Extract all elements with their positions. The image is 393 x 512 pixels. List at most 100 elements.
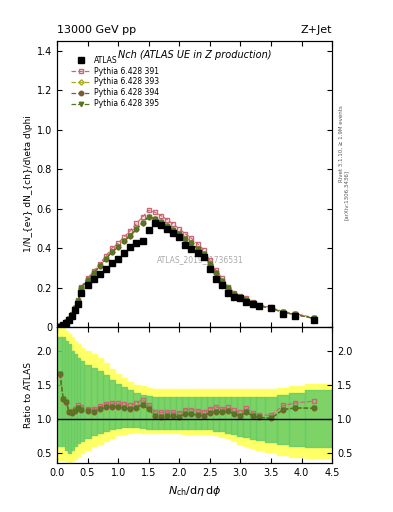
Pythia 6.428 393	[79, 285, 84, 291]
Pythia 6.428 393	[171, 226, 176, 232]
Pythia 6.428 394	[220, 278, 224, 284]
Pythia 6.428 393	[238, 294, 243, 300]
Pythia 6.428 394	[97, 263, 102, 269]
Pythia 6.428 393	[116, 244, 121, 250]
Pythia 6.428 394	[152, 216, 157, 222]
ATLAS	[213, 275, 218, 282]
Pythia 6.428 394	[171, 226, 176, 232]
Pythia 6.428 393	[268, 305, 273, 311]
Pythia 6.428 394	[244, 297, 249, 303]
ATLAS	[201, 254, 206, 260]
Pythia 6.428 393	[189, 240, 194, 246]
Pythia 6.428 393	[256, 303, 261, 309]
Pythia 6.428 394	[201, 250, 206, 257]
Pythia 6.428 394	[183, 236, 188, 242]
Text: 13000 GeV pp: 13000 GeV pp	[57, 25, 136, 35]
ATLAS	[293, 313, 298, 319]
Pythia 6.428 393	[250, 301, 255, 307]
Pythia 6.428 391	[146, 207, 151, 214]
ATLAS	[183, 242, 188, 248]
Pythia 6.428 395	[116, 244, 121, 250]
Pythia 6.428 395	[61, 322, 66, 328]
ATLAS	[250, 302, 255, 308]
Pythia 6.428 394	[122, 238, 127, 244]
Pythia 6.428 394	[64, 319, 68, 325]
Pythia 6.428 391	[64, 319, 68, 325]
ATLAS	[61, 322, 66, 328]
Pythia 6.428 393	[165, 223, 169, 229]
Y-axis label: Ratio to ATLAS: Ratio to ATLAS	[24, 362, 33, 428]
Pythia 6.428 393	[85, 276, 90, 283]
Pythia 6.428 395	[232, 291, 237, 297]
Pythia 6.428 395	[140, 220, 145, 226]
Pythia 6.428 393	[195, 245, 200, 251]
Pythia 6.428 393	[122, 238, 127, 244]
Pythia 6.428 393	[140, 220, 145, 226]
ATLAS	[177, 234, 182, 241]
Pythia 6.428 395	[244, 297, 249, 303]
Line: Pythia 6.428 394: Pythia 6.428 394	[58, 215, 316, 328]
Pythia 6.428 394	[110, 249, 114, 255]
Pythia 6.428 394	[85, 276, 90, 283]
Pythia 6.428 394	[268, 305, 273, 311]
Pythia 6.428 393	[158, 219, 163, 225]
Pythia 6.428 395	[226, 285, 231, 291]
Pythia 6.428 394	[67, 316, 72, 322]
Pythia 6.428 391	[61, 322, 66, 328]
Pythia 6.428 393	[220, 278, 224, 284]
ATLAS	[268, 305, 273, 311]
Pythia 6.428 391	[171, 221, 176, 227]
ATLAS	[226, 289, 231, 295]
Pythia 6.428 393	[134, 226, 139, 232]
ATLAS	[220, 282, 224, 288]
Pythia 6.428 393	[97, 263, 102, 269]
Pythia 6.428 393	[244, 297, 249, 303]
ATLAS	[67, 316, 72, 323]
Line: Pythia 6.428 393: Pythia 6.428 393	[58, 215, 316, 328]
ATLAS	[79, 289, 84, 295]
Pythia 6.428 395	[183, 236, 188, 242]
Pythia 6.428 393	[213, 270, 218, 276]
Pythia 6.428 394	[208, 261, 212, 267]
ATLAS	[281, 311, 286, 317]
Text: Nch (ATLAS UE in Z production): Nch (ATLAS UE in Z production)	[118, 50, 271, 59]
Pythia 6.428 395	[146, 214, 151, 220]
Pythia 6.428 394	[140, 220, 145, 226]
Pythia 6.428 391	[220, 275, 224, 281]
Pythia 6.428 393	[183, 236, 188, 242]
ATLAS	[189, 246, 194, 252]
Pythia 6.428 395	[311, 315, 316, 322]
Pythia 6.428 391	[177, 226, 182, 232]
Pythia 6.428 395	[250, 301, 255, 307]
ATLAS	[73, 307, 78, 313]
Pythia 6.428 391	[85, 275, 90, 281]
ATLAS	[76, 302, 81, 308]
Pythia 6.428 391	[293, 311, 298, 317]
Pythia 6.428 391	[208, 257, 212, 263]
ATLAS	[91, 275, 96, 282]
Pythia 6.428 395	[195, 245, 200, 251]
Pythia 6.428 393	[226, 285, 231, 291]
Pythia 6.428 395	[73, 305, 78, 311]
Pythia 6.428 393	[91, 270, 96, 276]
Pythia 6.428 391	[195, 241, 200, 247]
Text: Z+Jet: Z+Jet	[301, 25, 332, 35]
Pythia 6.428 394	[91, 270, 96, 276]
Pythia 6.428 391	[238, 292, 243, 298]
Pythia 6.428 394	[195, 245, 200, 251]
Pythia 6.428 395	[220, 278, 224, 284]
Pythia 6.428 394	[281, 309, 286, 315]
Pythia 6.428 391	[79, 284, 84, 290]
Pythia 6.428 394	[238, 294, 243, 300]
Pythia 6.428 394	[103, 256, 108, 262]
Pythia 6.428 391	[250, 300, 255, 306]
ATLAS	[152, 221, 157, 227]
Pythia 6.428 391	[73, 305, 78, 311]
Pythia 6.428 394	[232, 291, 237, 297]
Pythia 6.428 395	[281, 309, 286, 315]
ATLAS	[311, 316, 316, 323]
Text: Rivet 3.1.10, ≥ 1.9M events: Rivet 3.1.10, ≥ 1.9M events	[339, 105, 344, 182]
Pythia 6.428 391	[268, 304, 273, 310]
Pythia 6.428 394	[76, 298, 81, 304]
Pythia 6.428 393	[61, 322, 66, 328]
